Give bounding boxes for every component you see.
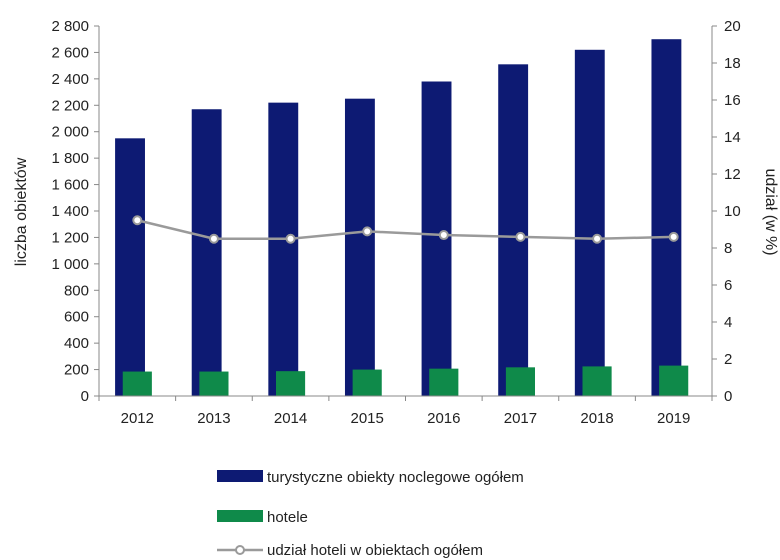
line-layer [132, 215, 679, 244]
bar-hotels-2016 [429, 368, 459, 396]
point-share-2015 [362, 226, 373, 237]
bar-total-2019 [651, 39, 682, 397]
y2-axis-title: udział (w %) [762, 168, 779, 255]
bar-total-2015 [344, 98, 375, 397]
y-axis-title: liczba obiektów [13, 157, 30, 266]
point-share-2012 [132, 215, 143, 226]
bars-layer [115, 39, 689, 397]
legend-item-share: udział hoteli w obiektach ogółem [217, 542, 483, 559]
y-tick-label: 1 200 [51, 229, 89, 246]
bar-total-2012 [115, 138, 145, 396]
bar-hotels-2012 [122, 371, 152, 396]
y2-tick-label: 18 [724, 55, 741, 72]
point-share-2014 [285, 233, 296, 244]
y-tick-label: 800 [64, 282, 89, 299]
y-tick-label: 1 400 [51, 203, 89, 220]
bar-total-2017 [498, 64, 529, 396]
series-line-share [137, 219, 674, 241]
y2-tick-label: 10 [724, 203, 741, 220]
y2-tick-label: 20 [724, 18, 741, 35]
x-tick-label: 2012 [121, 410, 154, 427]
y-tick-label: 2 800 [51, 18, 89, 35]
y-tick-label: 1 000 [51, 256, 89, 273]
x-tick-label: 2016 [427, 410, 460, 427]
bar-hotels-2015 [352, 369, 382, 396]
bar-total-2018 [574, 49, 605, 396]
y-tick-label: 1 600 [51, 177, 89, 194]
x-tick-label: 2017 [504, 410, 537, 427]
point-share-2017 [515, 231, 526, 242]
y-tick-label: 1 800 [51, 150, 89, 167]
y2-tick-label: 16 [724, 92, 741, 109]
y2-tick-label: 14 [724, 129, 741, 146]
y2-tick-label: 6 [724, 277, 732, 294]
bar-hotels-2013 [199, 371, 229, 396]
y-tick-label: 400 [64, 335, 89, 352]
y-tick-label: 0 [81, 388, 89, 405]
y-tick-label: 600 [64, 309, 89, 326]
bar-hotels-2018 [582, 366, 612, 396]
bar-hotels-2019 [659, 365, 689, 396]
y2-tick-label: 2 [724, 351, 732, 368]
legend-marker-share [235, 545, 245, 555]
legend-label-total: turystyczne obiekty noclegowe ogółem [267, 469, 524, 486]
y-tick-label: 2 600 [51, 44, 89, 61]
y-tick-label: 2 000 [51, 124, 89, 141]
y2-tick-label: 8 [724, 240, 732, 257]
bar-total-2014 [268, 102, 299, 396]
point-share-2019 [668, 231, 679, 242]
y-tick-label: 200 [64, 362, 89, 379]
point-share-2013 [208, 233, 219, 244]
bar-total-2013 [191, 109, 222, 396]
y-tick-label: 2 400 [51, 71, 89, 88]
legend-item-total: turystyczne obiekty noclegowe ogółem [217, 469, 524, 486]
y2-tick-label: 12 [724, 166, 741, 183]
point-share-2018 [592, 233, 603, 244]
bar-hotels-2017 [505, 367, 535, 396]
point-share-2016 [438, 230, 449, 241]
x-tick-label: 2015 [351, 410, 384, 427]
y2-tick-label: 0 [724, 388, 732, 405]
x-tick-label: 2013 [197, 410, 230, 427]
x-tick-label: 2019 [657, 410, 690, 427]
x-tick-label: 2018 [580, 410, 613, 427]
legend-label-hotels: hotele [267, 509, 308, 526]
bar-hotels-2014 [276, 371, 306, 396]
y-tick-label: 2 200 [51, 97, 89, 114]
legend-swatch-hotels [217, 510, 263, 522]
legend-item-hotels: hotele [217, 509, 308, 526]
legend-swatch-total [217, 470, 263, 482]
legend: turystyczne obiekty noclegowe ogółem hot… [217, 469, 524, 559]
y2-tick-label: 4 [724, 314, 732, 331]
legend-label-share: udział hoteli w obiektach ogółem [267, 542, 483, 559]
x-tick-label: 2014 [274, 410, 307, 427]
